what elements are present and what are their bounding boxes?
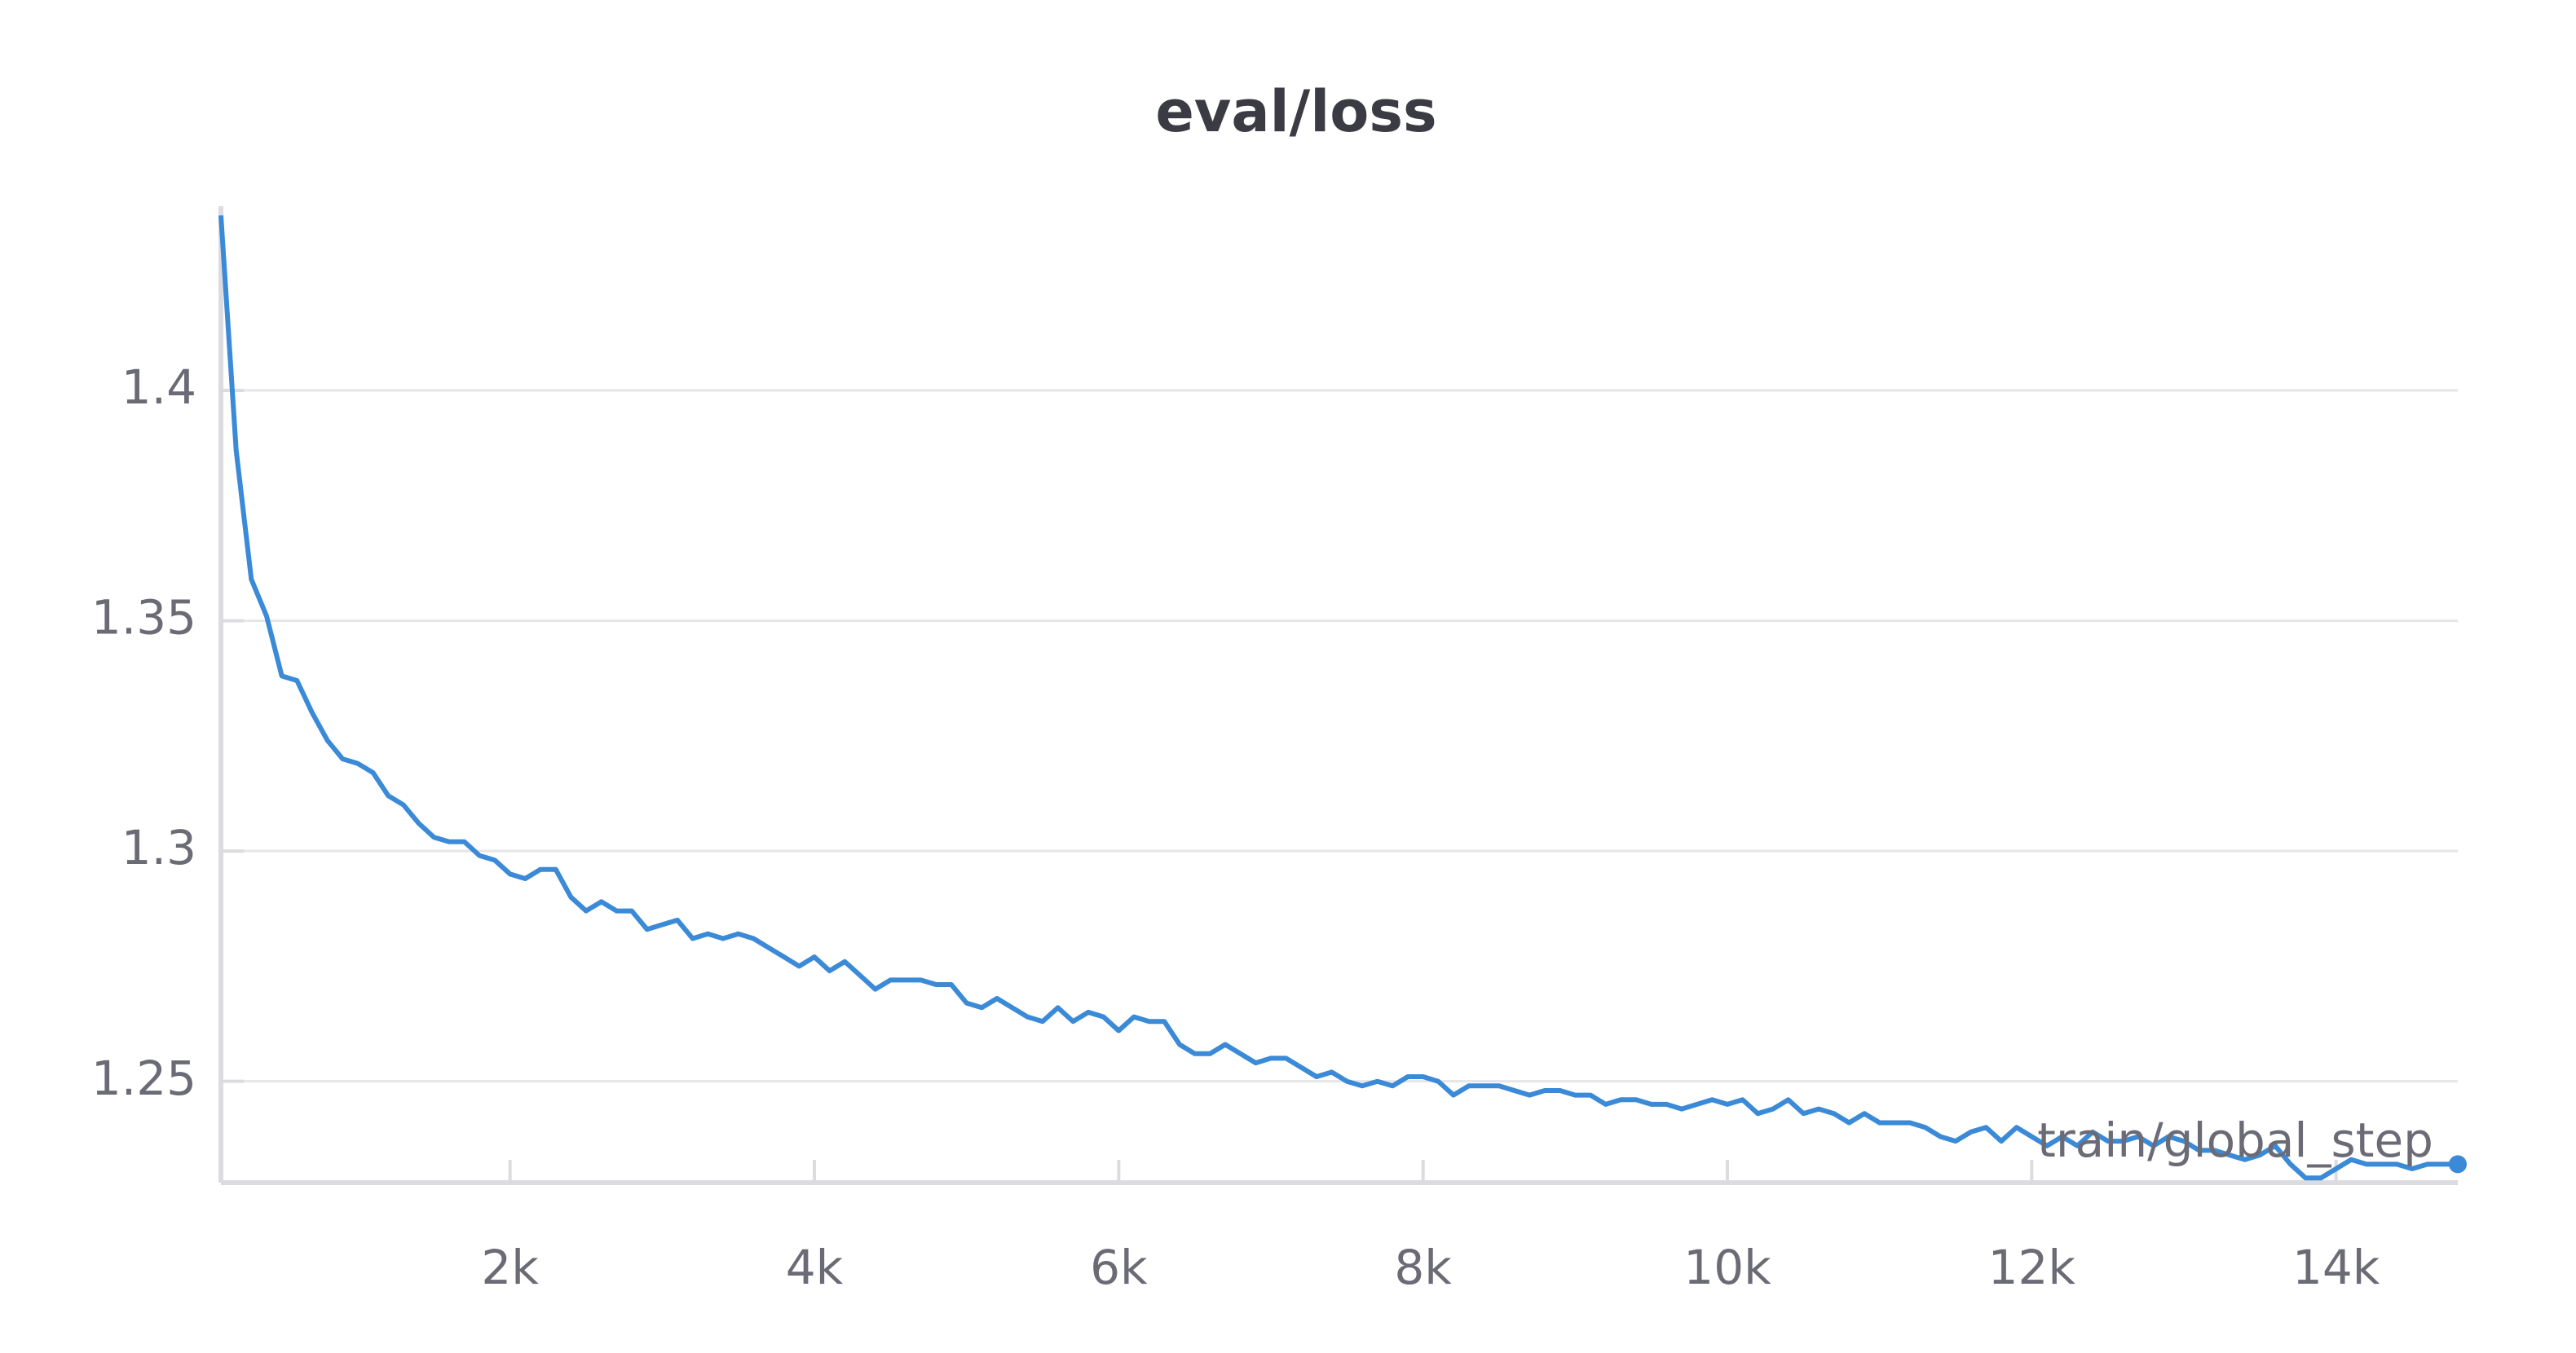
y-tick-label: 1.4 — [121, 359, 196, 415]
line-series — [218, 215, 2458, 1181]
y-tick-label: 1.35 — [91, 590, 196, 646]
x-tick-label: 12k — [1988, 1240, 2076, 1295]
x-tick-label: 14k — [2292, 1240, 2380, 1295]
x-tick-label: 8k — [1394, 1240, 1452, 1295]
chart-title: eval/loss — [1155, 78, 1436, 145]
x-axis-label: train/global_step — [2037, 1113, 2433, 1168]
x-tick-label: 6k — [1090, 1240, 1148, 1295]
y-tick-label: 1.3 — [121, 820, 196, 875]
end-point — [2449, 1155, 2467, 1174]
x-tick-label: 2k — [481, 1240, 539, 1295]
y-tick-label: 1.25 — [91, 1051, 196, 1106]
x-tick-label: 4k — [786, 1240, 844, 1295]
x-tick-label: 10k — [1683, 1240, 1771, 1295]
